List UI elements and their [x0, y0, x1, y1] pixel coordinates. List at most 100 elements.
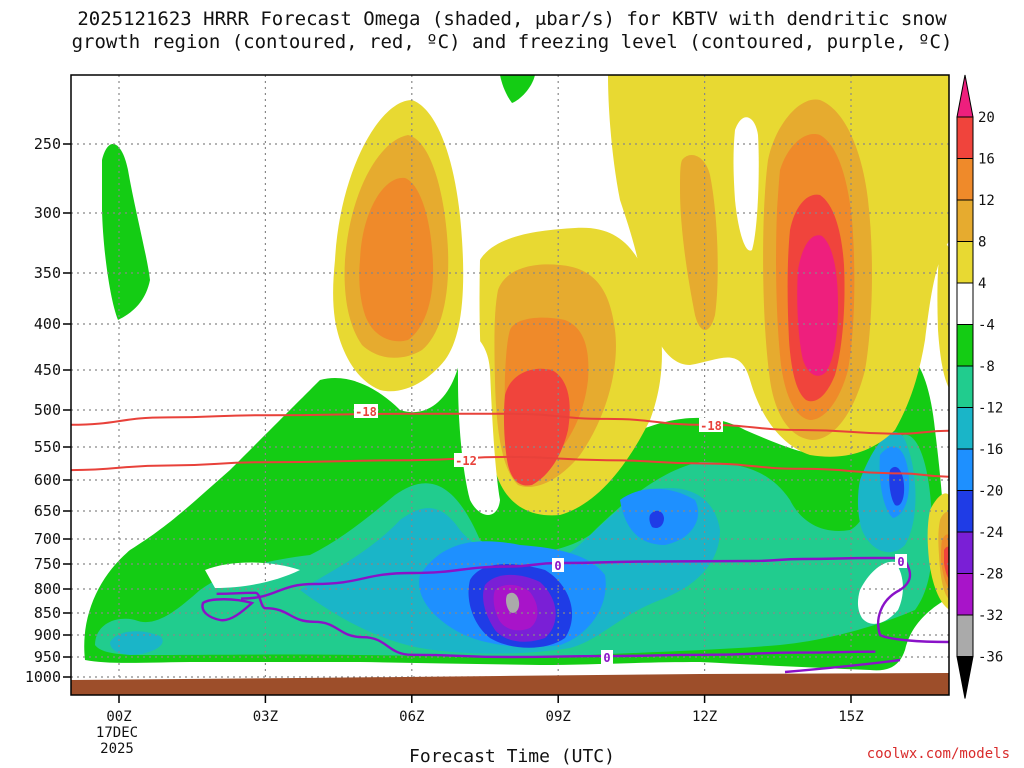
colorbar-label: -32: [978, 608, 1003, 624]
colorbar-swatch: [956, 531, 974, 574]
omega-region-minus20: [889, 466, 905, 506]
colorbar-swatch: [956, 490, 974, 533]
y-axis: 250 300 350 400 450 500 550 600 650 700 750 800 850 9…: [25, 135, 71, 686]
colorbar-label: -4: [978, 318, 995, 334]
x-axis-title: Forecast Time (UTC): [409, 746, 615, 767]
dgz-upper-label-2: -18: [700, 419, 722, 433]
dgz-label-bg-3: [454, 453, 478, 467]
contour-labels: -18 -18 -12 0 0 0: [354, 404, 907, 665]
colorbar-swatch: [956, 282, 974, 325]
omega-region-minus12: [110, 631, 163, 655]
dgz-lower-contour: [71, 455, 949, 478]
colorbar: 20 16 12 8 4 -4 -8 -12 -16 -20 -24 -28 -32 -36: [956, 74, 1003, 699]
colorbar-swatch: [956, 407, 974, 450]
frz-label-bg-1: [552, 558, 564, 572]
y-tick-label: 300: [34, 204, 61, 222]
colorbar-label: -24: [978, 525, 1003, 541]
colorbar-swatch: [956, 365, 974, 408]
freezing-level-loop: [201, 598, 255, 622]
title-line-2: growth region (contoured, red, ºC) and f…: [71, 31, 953, 53]
x-tick-label: 12Z: [692, 709, 717, 725]
dgz-lower-label: -12: [455, 454, 477, 468]
colorbar-label: 12: [978, 193, 995, 209]
omega-region-plus4-e: [937, 244, 949, 389]
colorbar-swatch: [956, 614, 974, 657]
colorbar-label: 16: [978, 152, 995, 168]
dgz-upper-label: -18: [355, 405, 377, 419]
colorbar-bottom-arrow: [956, 656, 974, 699]
plot-frame: [70, 74, 950, 696]
omega-gap-03z: [205, 562, 300, 588]
y-tick-label: 950: [34, 648, 61, 666]
freezing-level-contour-lower: [216, 591, 876, 659]
omega-region-plus8-c: [680, 155, 718, 330]
omega-region-minus4-top: [500, 75, 535, 103]
y-tick-label: 900: [34, 626, 61, 644]
omega-region-minus4-upper: [102, 143, 150, 320]
x-tick-label: 09Z: [546, 709, 571, 725]
y-tick-label: 1000: [25, 668, 61, 686]
x-axis: 00Z 03Z 06Z 09Z 12Z 15Z: [106, 695, 864, 725]
freezing-level-ground: [784, 658, 901, 674]
y-tick-label: 500: [34, 401, 61, 419]
y-tick-label: 550: [34, 438, 61, 456]
y-tick-label: 250: [34, 135, 61, 153]
omega-region-minus20-b: [649, 510, 664, 528]
y-tick-label: 450: [34, 361, 61, 379]
colorbar-label: -28: [978, 567, 1003, 583]
dgz-label-bg-1: [354, 404, 378, 418]
credit-link[interactable]: coolwx.com/models: [866, 746, 1010, 762]
y-tick-label: 750: [34, 555, 61, 573]
x-tick-label: 06Z: [399, 709, 424, 725]
freezing-label-3: 0: [897, 555, 904, 569]
freezing-level-east: [877, 559, 949, 644]
y-tick-label: 850: [34, 604, 61, 622]
x-tick-label: 15Z: [838, 709, 863, 725]
colorbar-label: 20: [978, 110, 995, 126]
freezing-level-contour: [240, 556, 900, 600]
omega-region-minus8: [95, 434, 933, 657]
title-line-1: 2025121623 HRRR Forecast Omega (shaded, …: [77, 8, 947, 30]
colorbar-swatch: [956, 116, 974, 159]
colorbar-label: -16: [978, 442, 1003, 458]
ground-surface: [71, 673, 949, 695]
omega-region-plus4-d: [733, 117, 759, 251]
omega-gap-06z: [458, 330, 500, 515]
colorbar-label: -36: [978, 650, 1003, 666]
chart-title: 2025121623 HRRR Forecast Omega (shaded, …: [0, 8, 1024, 54]
colorbar-label: -20: [978, 484, 1003, 500]
omega-gap-15z: [857, 561, 903, 624]
x-tick-label: 00Z: [106, 709, 131, 725]
y-tick-label: 650: [34, 502, 61, 520]
colorbar-swatch: [956, 199, 974, 242]
omega-region-plus16-c: [944, 546, 949, 580]
colorbar-label: 8: [978, 235, 986, 251]
contours: [71, 412, 949, 674]
freezing-label: 0: [554, 559, 561, 573]
colorbar-label: -8: [978, 359, 995, 375]
colorbar-label: 4: [978, 276, 986, 292]
y-tick-label: 800: [34, 580, 61, 598]
omega-shading: [84, 75, 949, 671]
colorbar-swatch: [956, 158, 974, 201]
colorbar-swatch: [956, 241, 974, 284]
dgz-upper-contour: [71, 412, 949, 435]
omega-region-plus20: [797, 235, 838, 376]
y-tick-label: 700: [34, 530, 61, 548]
freezing-label-2: 0: [603, 651, 610, 665]
colorbar-label: -12: [978, 401, 1003, 417]
date-day-label: 17DEC: [96, 725, 138, 741]
frz-label-bg-3: [895, 554, 907, 568]
y-tick-label: 400: [34, 315, 61, 333]
frz-label-bg-2: [601, 650, 613, 664]
colorbar-swatch: [956, 448, 974, 491]
omega-region-minus36: [506, 592, 520, 613]
y-tick-label: 600: [34, 471, 61, 489]
y-tick-label: 350: [34, 264, 61, 282]
colorbar-swatch: [956, 324, 974, 367]
dgz-label-bg-2: [699, 418, 723, 432]
x-tick-label: 03Z: [253, 709, 278, 725]
date-year-label: 2025: [100, 741, 134, 757]
colorbar-top-arrow: [956, 74, 974, 118]
